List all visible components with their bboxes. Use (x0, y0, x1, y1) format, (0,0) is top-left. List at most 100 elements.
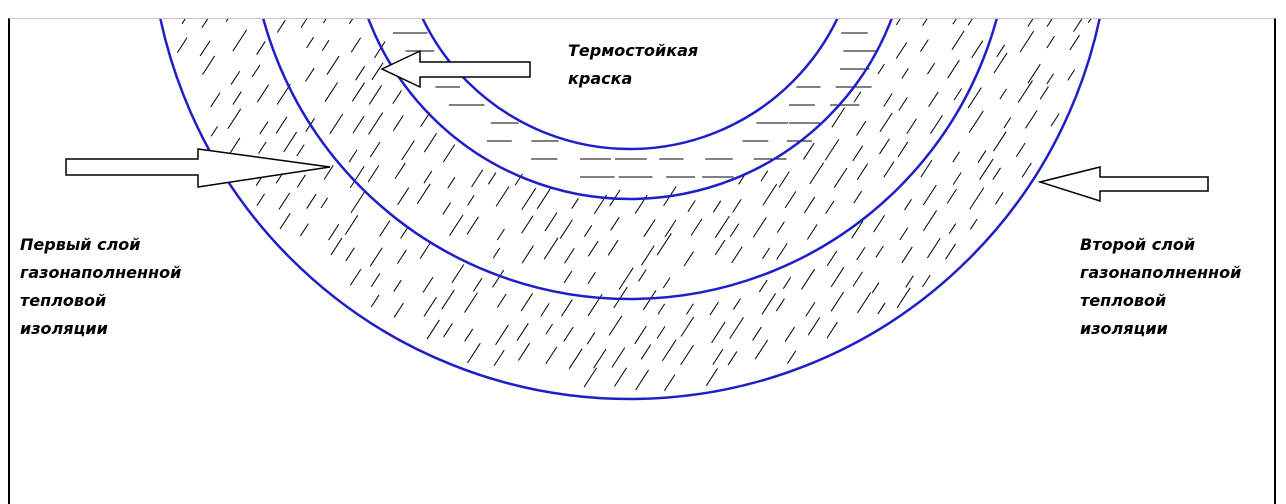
insulation-hatch-line (803, 142, 815, 160)
insulation-hatch-line (856, 246, 866, 261)
insulation-hatch-line (948, 223, 957, 234)
insulation-hatch-line (899, 227, 909, 241)
label-line: краска (568, 69, 633, 88)
insulation-hatch-line (754, 339, 769, 360)
insulation-hatch-line (786, 350, 797, 365)
insulation-hatch-line (776, 243, 788, 260)
insulation-hatch-line (851, 220, 864, 239)
insulation-hatch-line (657, 303, 666, 315)
insulation-hatch-line (349, 268, 362, 286)
insulation-hatch-line (426, 319, 440, 340)
insulation-hatch-line (1017, 80, 1033, 103)
insulation-hatch-line (877, 63, 885, 75)
insulation-hatch-line (875, 245, 884, 258)
label-heat-resistant-paint: Термостойкая краска (568, 37, 698, 93)
insulation-hatch-line (687, 200, 696, 213)
insulation-hatch-line (441, 289, 455, 310)
insulation-hatch-line (1021, 162, 1032, 178)
insulation-hatch-line (1069, 34, 1080, 51)
insulation-hatch-line (545, 346, 558, 365)
insulation-hatch-line (1015, 142, 1026, 157)
insulation-hatch-line (752, 217, 767, 238)
label-second-insulation-layer: Второй слой газонаполненной тепловой изо… (1080, 231, 1241, 343)
insulation-hatch-line (1050, 113, 1060, 127)
insulation-hatch-line (775, 298, 785, 312)
insulation-hatch-line (401, 140, 415, 161)
insulation-hatch-line (279, 213, 291, 230)
insulation-hatch-line (344, 215, 359, 235)
arrow-paint (380, 49, 531, 89)
insulation-hatch-line (416, 183, 431, 205)
insulation-hatch-line (608, 315, 623, 336)
insulation-hatch-line (210, 126, 219, 137)
insulation-hatch-line (806, 224, 818, 240)
insulation-hatch-line (564, 248, 575, 264)
insulation-hatch-line (776, 221, 785, 233)
insulation-hatch-line (833, 167, 848, 188)
insulation-hatch-line (922, 19, 928, 26)
insulation-hatch-line (306, 36, 315, 49)
insulation-hatch-line (1087, 19, 1092, 24)
insulation-hatch-line (809, 162, 825, 185)
insulation-hatch-line (945, 243, 956, 260)
insulation-hatch-line (369, 141, 381, 158)
insulation-hatch-line (368, 85, 383, 105)
insulation-hatch-line (276, 19, 286, 33)
insulation-hatch-line (803, 196, 816, 214)
insulation-hatch-line (969, 218, 978, 230)
label-first-insulation-layer: Первый слой газонаполненной тепловой изо… (20, 231, 181, 343)
outer-layer-hatching (176, 19, 1092, 392)
insulation-hatch-line (1025, 110, 1038, 129)
insulation-hatch-line (348, 149, 358, 163)
insulation-hatch-line (897, 141, 909, 158)
insulation-hatch-line (561, 299, 573, 317)
insulation-hatch-line (952, 19, 957, 25)
insulation-hatch-line (305, 67, 315, 82)
insulation-hatch-line (423, 170, 433, 184)
insulation-hatch-line (905, 275, 914, 288)
insulation-hatch-line (807, 317, 821, 336)
insulation-hatch-line (370, 294, 380, 308)
insulation-hatch-line (782, 277, 792, 289)
insulation-hatch-line (729, 317, 744, 339)
insulation-hatch-line (300, 223, 309, 237)
insulation-hatch-line (1046, 19, 1053, 27)
arrow-first-layer (65, 148, 331, 188)
insulation-hatch-line (419, 242, 431, 259)
insulation-hatch-line (879, 138, 890, 155)
insulation-hatch-line (993, 131, 1007, 152)
insulation-hatch-line (607, 239, 619, 256)
insulation-hatch-line (495, 186, 510, 207)
label-line: газонаполненной (1080, 263, 1242, 282)
insulation-hatch-line (856, 163, 869, 181)
insulation-hatch-line (467, 342, 481, 364)
insulation-hatch-line (496, 228, 505, 241)
insulation-hatch-line (712, 200, 722, 213)
insulation-hatch-line (329, 113, 344, 135)
insulation-hatch-line (355, 66, 366, 81)
insulation-hatch-line (345, 247, 355, 262)
insulation-hatch-line (953, 88, 963, 101)
insulation-hatch-line (830, 291, 845, 312)
insulation-hatch-line (680, 316, 695, 337)
insulation-hatch-line (563, 270, 573, 284)
insulation-hatch-line (641, 245, 655, 266)
insulation-hatch-line (559, 219, 573, 239)
insulation-hatch-line (571, 198, 579, 209)
insulation-hatch-line (662, 277, 671, 289)
insulation-hatch-line (258, 141, 267, 154)
insulation-hatch-line (397, 187, 410, 206)
insulation-hatch-line (369, 247, 383, 267)
insulation-hatch-line (466, 216, 479, 235)
insulation-hatch-line (1073, 19, 1083, 33)
insulation-hatch-line (330, 237, 343, 256)
insulation-hatch-line (495, 324, 509, 346)
insulation-hatch-line (296, 174, 306, 188)
insulation-hatch-line (906, 118, 917, 134)
insulation-hatch-line (711, 321, 726, 344)
insulation-hatch-line (971, 40, 984, 59)
insulation-hatch-line (992, 167, 1001, 180)
insulation-hatch-line (348, 19, 354, 25)
insulation-hatch-line (472, 277, 483, 292)
insulation-hatch-line (451, 264, 465, 284)
